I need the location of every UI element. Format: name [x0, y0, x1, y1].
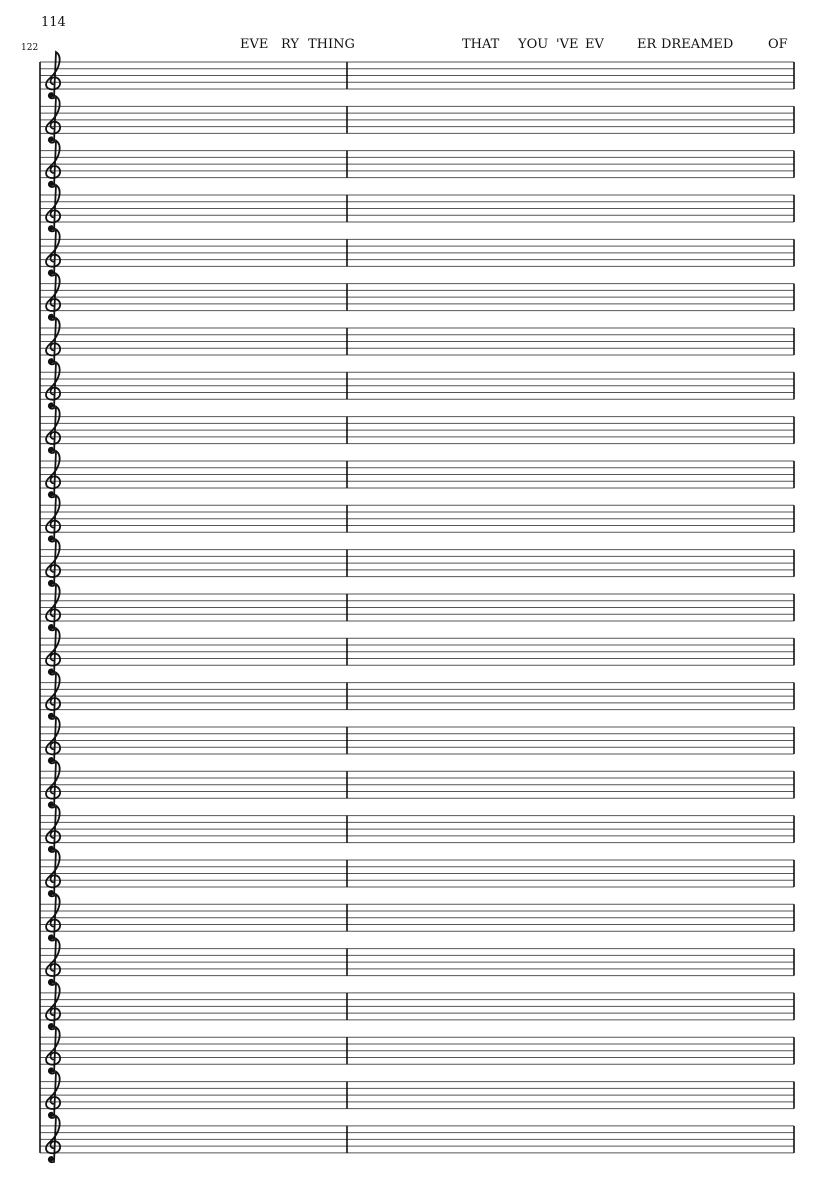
- clef-tail-dot: [48, 934, 54, 940]
- clef-tail-dot: [48, 757, 54, 763]
- clef-tail-dot: [48, 225, 54, 231]
- clef-tail-dot: [48, 580, 54, 586]
- clef-tail-dot: [48, 136, 54, 142]
- system-number: 122: [21, 43, 39, 53]
- lyric-syllable: YOU: [518, 37, 549, 52]
- lyric-syllable: THAT: [462, 37, 500, 52]
- clef-tail-dot: [48, 713, 54, 719]
- lyric-syllable: 'VE: [556, 37, 579, 52]
- measure-number: 114: [41, 15, 66, 30]
- clef-tail-dot: [48, 1156, 54, 1162]
- lyric-syllable: DREAMED: [661, 37, 734, 52]
- clef-tail-dot: [48, 624, 54, 630]
- clef-tail-dot: [48, 181, 54, 187]
- lyric-syllable: RY: [281, 37, 299, 52]
- clef-tail-dot: [48, 447, 54, 453]
- clef-tail-dot: [48, 846, 54, 852]
- clef-tail-dot: [48, 668, 54, 674]
- clef-tail-dot: [48, 358, 54, 364]
- clef-tail-dot: [48, 535, 54, 541]
- lyric-syllable: EVE: [240, 37, 269, 52]
- clef-tail-dot: [48, 1067, 54, 1073]
- lyric-syllable: EV: [585, 37, 604, 52]
- lyric-syllable: OF: [768, 37, 788, 52]
- clef-tail-dot: [48, 979, 54, 985]
- clef-tail-dot: [48, 491, 54, 497]
- clef-tail-dot: [48, 890, 54, 896]
- clef-tail-dot: [48, 1023, 54, 1029]
- clef-tail-dot: [48, 92, 54, 98]
- lyric-syllable: ER: [637, 37, 657, 52]
- lyric-syllable: THING: [308, 37, 355, 52]
- clef-tail-dot: [48, 402, 54, 408]
- clef-tail-dot: [48, 801, 54, 807]
- clef-tail-dot: [48, 1111, 54, 1118]
- clef-tail-dot: [48, 269, 54, 275]
- clef-tail-dot: [48, 314, 54, 320]
